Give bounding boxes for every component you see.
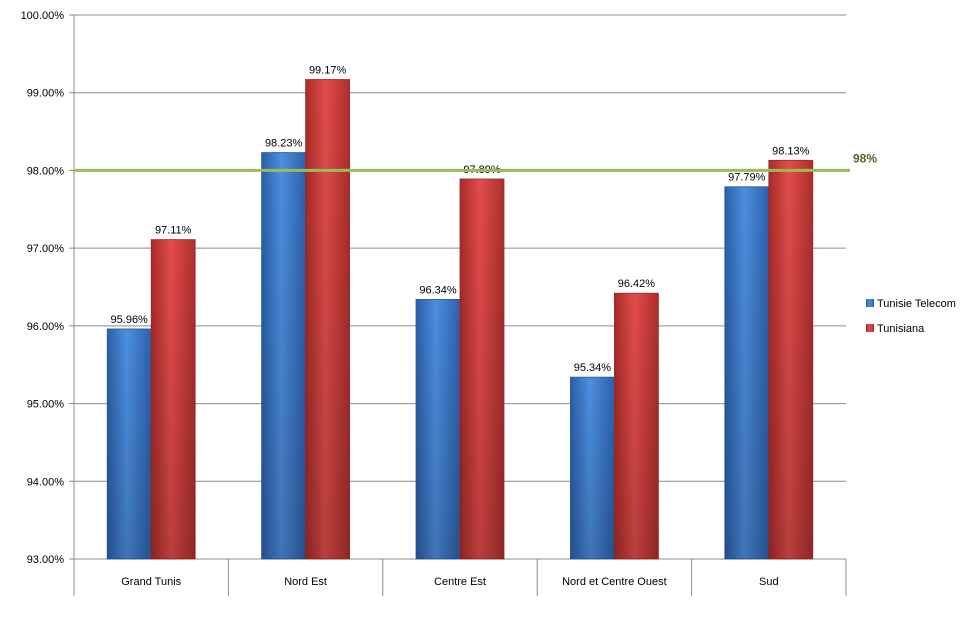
bar-shade: [305, 79, 350, 559]
legend-swatch-tunisie-telecom: [866, 299, 874, 307]
x-category-label: Centre Est: [434, 576, 486, 588]
y-tick-label: 99.00%: [27, 88, 65, 100]
y-tick-label: 96.00%: [27, 321, 65, 333]
axes: 93.00% 94.00% 95.00% 96.00% 97.00% 98.00% 99.0…: [21, 10, 847, 596]
y-tick-label: 94.00%: [27, 476, 65, 488]
data-label: 95.96%: [111, 314, 149, 326]
x-category-label: Nord Est: [284, 576, 327, 588]
reference-line-label: 98%: [853, 151, 877, 165]
legend-swatch-tunisiana: [866, 324, 874, 332]
bar-shade: [261, 152, 306, 559]
bar-shade: [460, 178, 504, 559]
legend-label: Tunisie Telecom: [877, 298, 956, 310]
legend: Tunisie Telecom Tunisiana: [866, 298, 956, 335]
bar-shade: [614, 293, 659, 559]
y-tick-label: 98.00%: [27, 165, 65, 177]
x-category-label: Grand Tunis: [121, 576, 181, 588]
reference-line-group: 98%: [74, 151, 877, 172]
data-label: 97.79%: [728, 172, 766, 184]
data-label: 95.34%: [574, 362, 612, 374]
x-category-label: Nord et Centre Ouest: [562, 576, 667, 588]
data-label: 96.34%: [419, 284, 457, 296]
data-labels: 95.96%97.11%98.23%99.17%96.34%97.89%95.3…: [111, 65, 810, 375]
y-tick-label: 100.00%: [21, 10, 65, 22]
bar-shade: [768, 160, 813, 559]
data-label: 98.13%: [772, 145, 810, 157]
y-tick-label: 93.00%: [27, 554, 65, 566]
x-category-label: Sud: [759, 576, 779, 588]
bar-shade: [151, 239, 196, 559]
data-label: 97.11%: [155, 225, 192, 237]
data-label: 96.42%: [618, 278, 656, 290]
bar-shade: [570, 377, 615, 559]
data-label: 99.17%: [309, 65, 347, 77]
data-label: 98.23%: [265, 138, 303, 150]
bar-shade: [416, 299, 460, 559]
y-tick-label: 95.00%: [27, 399, 65, 411]
bar-shade: [724, 186, 769, 559]
legend-label: Tunisiana: [877, 323, 925, 335]
bar-shade: [107, 328, 152, 559]
y-tick-label: 97.00%: [27, 243, 65, 255]
bars: [106, 79, 814, 560]
